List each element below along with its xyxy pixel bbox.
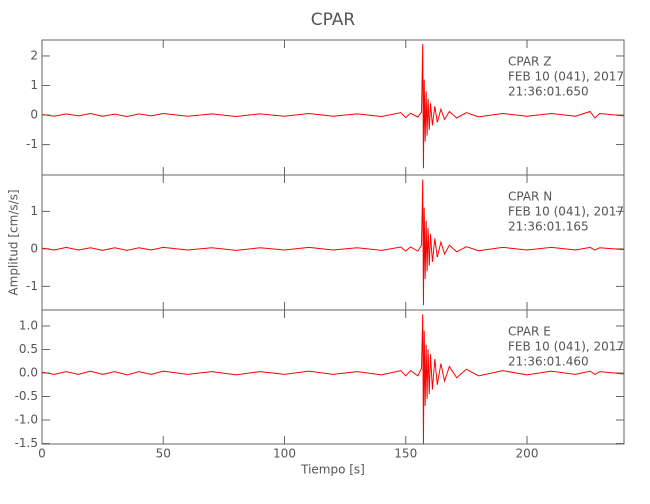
annotation: CPAR N xyxy=(508,190,552,204)
y-tick-label: 1 xyxy=(30,78,38,92)
y-tick-label: -0.5 xyxy=(15,389,38,403)
x-tick-label: 50 xyxy=(156,447,171,461)
x-tick-label: 100 xyxy=(273,447,296,461)
y-tick-label: 0.5 xyxy=(19,342,38,356)
y-tick-label: -1 xyxy=(26,137,38,151)
panel-frame xyxy=(41,309,625,445)
x-axis-label: Tiempo [s] xyxy=(300,463,365,477)
y-tick-label: 1 xyxy=(30,204,38,218)
annotation: FEB 10 (041), 2017 xyxy=(508,340,624,354)
x-tick-label: 150 xyxy=(394,447,417,461)
annotation: 21:36:01.650 xyxy=(508,85,589,99)
chart-title: CPAR xyxy=(311,10,356,30)
waveform xyxy=(41,44,625,169)
annotation: 21:36:01.460 xyxy=(508,355,589,369)
y-tick-label: 0.0 xyxy=(19,366,38,380)
x-tick-label: 0 xyxy=(38,447,46,461)
annotation: CPAR Z xyxy=(508,55,551,69)
y-tick-label: -1.0 xyxy=(15,413,38,427)
y-axis-label: Amplitud [cm/s/s] xyxy=(7,189,21,295)
annotation: FEB 10 (041), 2017 xyxy=(508,205,624,219)
y-tick-label: -1 xyxy=(26,279,38,293)
y-tick-label: -1.5 xyxy=(15,436,38,450)
x-tick-label: 200 xyxy=(516,447,539,461)
annotation: FEB 10 (041), 2017 xyxy=(508,70,624,84)
annotation: 21:36:01.165 xyxy=(508,220,589,234)
y-tick-label: 0 xyxy=(30,108,38,122)
waveform xyxy=(41,314,625,444)
y-tick-label: 1.0 xyxy=(19,318,38,332)
annotation: CPAR E xyxy=(508,325,551,339)
waveform xyxy=(41,179,625,306)
y-tick-label: 0 xyxy=(30,241,38,255)
y-tick-label: 2 xyxy=(30,48,38,62)
